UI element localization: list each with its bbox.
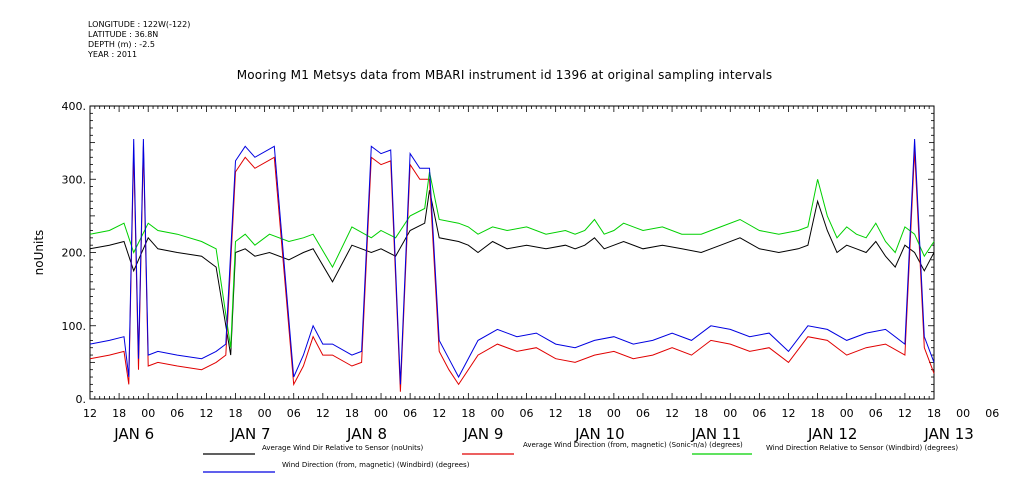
x-tick-label: 12: [432, 407, 446, 420]
x-tick-label: 00: [374, 407, 388, 420]
x-date-label: JAN 8: [346, 425, 387, 443]
x-tick-label: 12: [83, 407, 97, 420]
x-date-label: JAN 9: [462, 425, 503, 443]
x-tick-label: 06: [869, 407, 883, 420]
x-tick-label: 00: [840, 407, 854, 420]
x-date-label: JAN 12: [807, 425, 858, 443]
x-tick-label: 18: [345, 407, 359, 420]
x-date-label: JAN 10: [574, 425, 625, 443]
legend-label-2: Average Wind Direction (from, magnetic) …: [523, 441, 743, 449]
y-tick-label: 200.: [62, 247, 87, 260]
longitude-text: LONGITUDE : 122W(-122): [88, 20, 191, 29]
y-tick-label: 100.: [62, 320, 87, 333]
x-tick-label: 00: [607, 407, 621, 420]
y-tick-label: 0.: [76, 393, 87, 406]
x-tick-label: 06: [170, 407, 184, 420]
series-line-3: [89, 171, 935, 348]
x-tick-label: 18: [229, 407, 243, 420]
x-tick-label: 18: [694, 407, 708, 420]
depth-text: DEPTH (m) : -2.5: [88, 40, 155, 49]
x-tick-label: 12: [316, 407, 330, 420]
x-tick-label: 00: [956, 407, 970, 420]
x-tick-label: 00: [141, 407, 155, 420]
x-tick-label: 18: [112, 407, 126, 420]
x-tick-label: 00: [490, 407, 504, 420]
series-line-1: [89, 190, 935, 356]
x-tick-label: 18: [811, 407, 825, 420]
x-tick-label: 18: [578, 407, 592, 420]
x-tick-label: 06: [403, 407, 417, 420]
x-tick-label: 06: [985, 407, 999, 420]
y-tick-label: 300.: [62, 173, 87, 186]
series-line-4: [89, 138, 935, 385]
mooring-metadata: LONGITUDE : 122W(-122) LATITUDE : 36.8N …: [88, 20, 190, 60]
x-tick-label: 06: [752, 407, 766, 420]
y-axis-label: noUnits: [32, 230, 46, 276]
x-tick-label: 00: [723, 407, 737, 420]
x-tick-label: 18: [927, 407, 941, 420]
x-tick-label: 12: [781, 407, 795, 420]
x-tick-label: 12: [898, 407, 912, 420]
legend-label-1: Average Wind Dir Relative to Sensor (noU…: [262, 444, 423, 452]
x-tick-label: 12: [665, 407, 679, 420]
x-tick-label: 06: [287, 407, 301, 420]
y-tick-label: 400.: [62, 100, 87, 113]
x-date-label: JAN 7: [230, 425, 271, 443]
x-date-label: JAN 6: [113, 425, 154, 443]
x-tick-label: 00: [258, 407, 272, 420]
x-tick-label: 18: [461, 407, 475, 420]
chart-title: Mooring M1 Metsys data from MBARI instru…: [236, 68, 773, 82]
x-tick-label: 06: [636, 407, 650, 420]
legend-label-3: Wind Direction Relative to Sensor (Windb…: [766, 444, 958, 452]
x-tick-label: 06: [520, 407, 534, 420]
x-date-label: JAN 11: [691, 425, 742, 443]
series-line-2: [89, 146, 935, 392]
legend-label-4: Wind Direction (from, magnetic) (Windbir…: [282, 461, 470, 469]
year-text: YEAR : 2011: [88, 50, 138, 59]
x-tick-label: 12: [549, 407, 563, 420]
x-tick-label: 12: [199, 407, 213, 420]
latitude-text: LATITUDE : 36.8N: [88, 30, 159, 39]
x-date-label: JAN 13: [923, 425, 974, 443]
